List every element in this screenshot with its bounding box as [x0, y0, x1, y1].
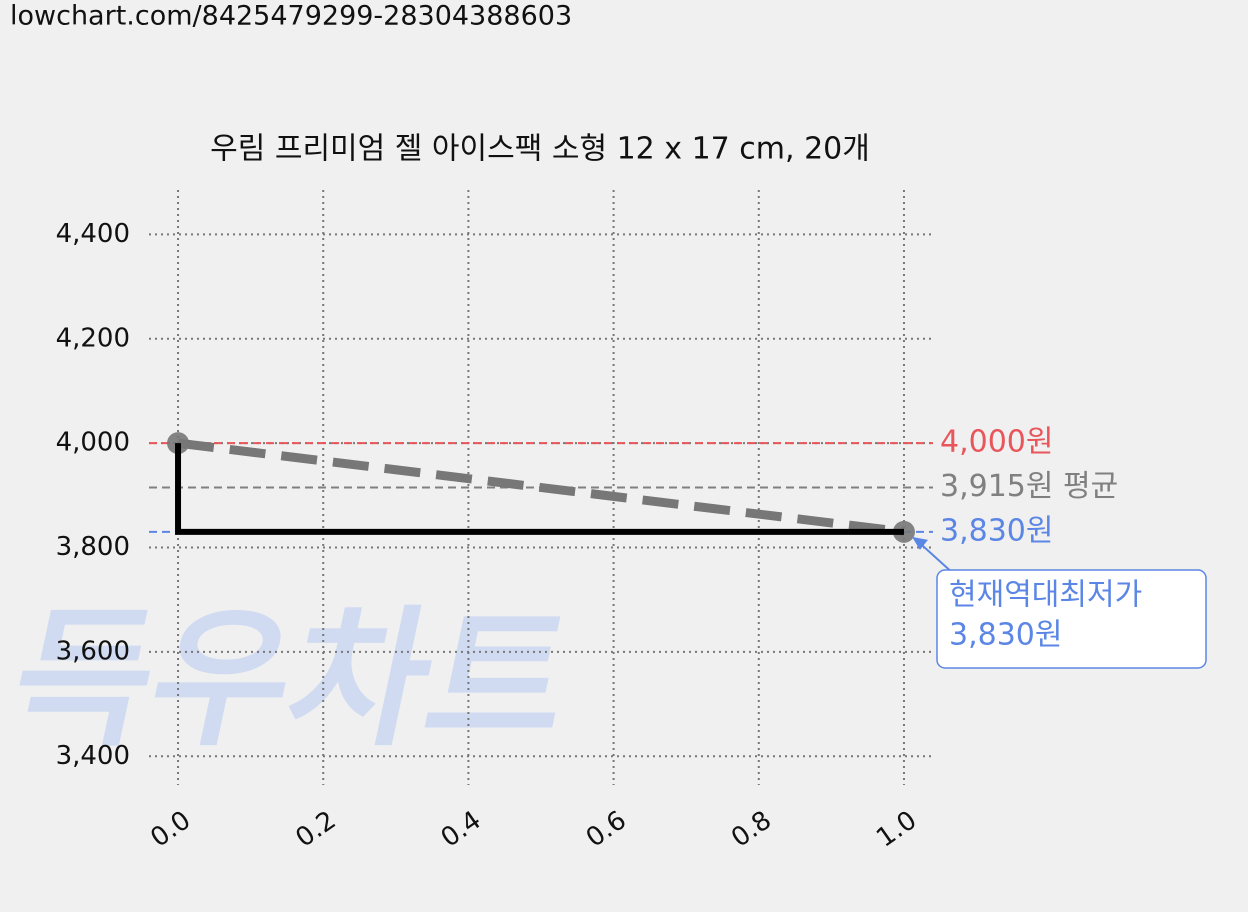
reference-label: 3,915원 평균 [940, 469, 1118, 504]
annotation-text: 현재역대최저가 [949, 578, 1142, 613]
series-line [177, 438, 905, 537]
annotation-arrowhead [911, 536, 928, 550]
url: lowchart.com/8425479299-28304388603 [10, 1, 572, 32]
y-tick-label: 4,000 [56, 428, 130, 458]
y-tick-label: 3,600 [56, 636, 130, 666]
watermark: 득우차트 [0, 592, 586, 767]
chart-title: 우림 프리미엄 젤 아이스팩 소형 12 x 17 cm, 20개 [210, 132, 870, 167]
y-tick-label: 3,800 [56, 532, 130, 562]
y-tick-label: 4,400 [56, 219, 130, 249]
y-tick-label: 4,200 [56, 323, 130, 353]
y-tick-label: 3,400 [56, 741, 130, 771]
reference-label: 3,830원 [940, 513, 1053, 548]
annotation-box [936, 569, 1207, 669]
series-line [175, 443, 904, 535]
annotation-text: 3,830원 [949, 618, 1062, 653]
reference-label: 4,000원 [940, 425, 1053, 460]
